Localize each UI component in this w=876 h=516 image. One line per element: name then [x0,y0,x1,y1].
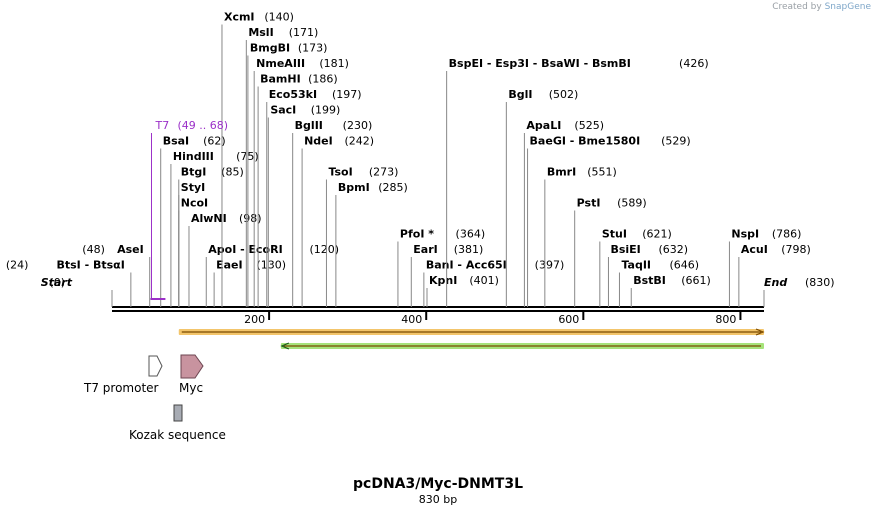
enzyme-bani-acc65i: BanI - Acc65I [426,259,507,272]
credit-prefix: Created by [772,2,822,12]
enzyme-nspi: NspI [731,228,759,241]
end-position: (830) [805,276,835,289]
enzyme-apali: ApaLI [526,119,561,132]
snapgene-logo: SnapGene [824,2,871,12]
enzyme-pos-bspei-esp3i-bsawi-bsmbi: (426) [679,57,709,70]
enzyme-pos-nspi: (786) [772,228,802,241]
enzyme-pos-saci: (199) [311,104,341,117]
enzyme-pos-bani-acc65i: (397) [535,259,565,272]
enzyme-pos-apali: (525) [574,119,604,132]
enzyme-baegi-bme1580i: BaeGI - Bme1580I [530,135,641,148]
enzyme-pos-eari: (381) [454,243,484,256]
enzyme-xcmi: XcmI [224,11,255,24]
legend-myc: Myc [179,381,203,395]
enzyme-pos-tsoi: (273) [369,166,399,179]
enzyme-alwni: AlwNI [191,212,227,225]
enzyme-ncoi: NcoI [181,197,208,210]
enzyme-ndei: NdeI [304,135,333,148]
enzyme-eari: EarI [413,243,437,256]
tick-label-200: 200 [244,313,265,326]
enzyme-pos-acui: (798) [781,243,811,256]
legend-t7-promoter: T7 promoter [83,381,159,395]
end-label: End [764,276,787,289]
enzyme-eaei: EaeI [216,259,243,272]
enzyme-pos-bglii: (230) [343,119,373,132]
enzyme-pos-bamhi: (186) [308,73,338,86]
enzyme-eco53ki: Eco53kI [269,88,317,101]
enzyme-psti: PstI [577,197,601,210]
kozak-icon [173,404,183,422]
t7-promoter-icon [148,355,163,377]
enzyme-nmeaiii: NmeAIII [256,57,305,70]
enzyme-bglii: BglII [295,119,323,132]
enzyme-kpni: KpnI [429,274,457,287]
enzyme-pfoi: PfoI * [400,228,434,241]
enzyme-pos-taqii: (646) [669,259,699,272]
enzyme-pos-xcmi: (140) [264,11,294,24]
enzyme-btgi: BtgI [181,166,207,179]
enzyme-pos-bstbi: (661) [681,274,711,287]
enzyme-asei: AseI [117,243,144,256]
enzyme-pos-bmgbi: (173) [298,42,328,55]
enzyme-tsoi: TsoI [328,166,352,179]
enzyme-pos-nmeaiii: (181) [319,57,349,70]
enzyme-apoi-ecori: ApoI - EcoRI [208,243,282,256]
start-position: (0) [49,276,65,289]
orf-reverse-arrowhead [280,342,290,350]
enzyme-bamhi: BamHI [260,73,301,86]
snapgene-credit: Created by SnapGene [772,2,871,12]
construct-title: pcDNA3/Myc-DNMT3L [353,476,523,492]
enzyme-pos-bmri: (551) [587,166,617,179]
enzyme-bmri: BmrI [547,166,576,179]
enzyme-pos-ndei: (242) [345,135,375,148]
enzyme-pos-eaei: (130) [257,259,287,272]
tick-label-400: 400 [401,313,422,326]
enzyme-pos-bgli: (502) [549,88,579,101]
enzyme-pos-alwni: (98) [239,212,262,225]
enzyme-pos-asei: (48) [82,243,105,256]
start-label: Start [41,276,73,289]
enzyme-bspei-esp3i-bsawi-bsmbi: BspEI - Esp3I - BsaWI - BsmBI [449,57,631,70]
enzyme-msli: MslI [248,26,273,39]
enzyme-pos-apoi-ecori: (120) [309,243,339,256]
tick-label-600: 600 [558,313,579,326]
enzyme-styi: StyI [181,181,205,194]
myc-icon [180,354,204,379]
enzyme-pos-pfoi: (364) [456,228,486,241]
enzyme-pos-kpni: (401) [469,274,499,287]
enzyme-bmgbi: BmgBI [250,42,290,55]
enzyme-pos-bsai: (62) [203,135,226,148]
enzyme-bsai: BsaI [163,135,189,148]
enzyme-hindiii: HindIII [173,150,214,163]
construct-length: 830 bp [418,493,458,506]
tick-label-800: 800 [715,313,736,326]
enzyme-pos-btsi-bts-i: (24) [6,259,29,272]
enzyme-bstbi: BstBI [633,274,666,287]
legend-kozak: Kozak sequence [129,428,226,442]
enzyme-pos-btgi: (85) [221,166,244,179]
enzyme-taqii: TaqII [621,259,651,272]
enzyme-pos-baegi-bme1580i: (529) [661,135,691,148]
enzyme-pos-eco53ki: (197) [332,88,362,101]
enzyme-acui: AcuI [741,243,768,256]
enzyme-saci: SacI [270,104,296,117]
primer-t7-name: T7 [154,119,169,132]
primer-t7-range: (49 .. 68) [177,119,228,132]
enzyme-stui: StuI [602,228,627,241]
enzyme-bsiei: BsiEI [610,243,640,256]
enzyme-btsi-bts-i: BtsI - BtsαI [56,259,124,272]
orf-forward-arrowhead [755,328,765,336]
enzyme-pos-stui: (621) [642,228,672,241]
enzyme-pos-bpmi: (285) [378,181,408,194]
enzyme-pos-psti: (589) [617,197,647,210]
enzyme-bgli: BglI [508,88,532,101]
enzyme-bpmi: BpmI [338,181,370,194]
enzyme-pos-msli: (171) [289,26,319,39]
enzyme-pos-bsiei: (632) [658,243,688,256]
